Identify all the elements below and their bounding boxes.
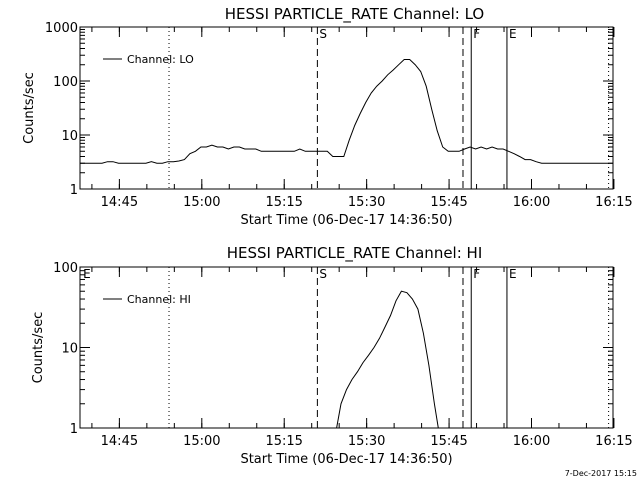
x-tick-label: 15:45 [430, 434, 467, 449]
x-tick-label: 15:00 [183, 434, 220, 449]
event-marker-label: E [509, 27, 517, 41]
x-tick-label: 16:00 [513, 195, 550, 210]
legend-label: Channel: LO [127, 53, 194, 66]
x-tick-label: 15:00 [183, 195, 220, 210]
plot-frame [79, 26, 614, 190]
x-tick-label: 15:15 [265, 434, 302, 449]
y-tick-label: 1000 [45, 21, 78, 36]
series-line [80, 59, 613, 164]
x-tick-label: 15:45 [430, 195, 467, 210]
event-marker-label: E [83, 267, 91, 281]
footer-timestamp: 7-Dec-2017 15:15 [565, 469, 637, 478]
y-axis-label: Counts/sec [31, 312, 46, 384]
x-tick-label: 14:45 [101, 195, 138, 210]
chart-title: HESSI PARTICLE_RATE Channel: LO [225, 5, 484, 24]
y-tick-label: 10 [61, 129, 78, 144]
y-tick-label: 100 [53, 261, 78, 276]
x-axis-label: Start Time (06-Dec-17 14:36:50) [240, 213, 452, 228]
x-tick-label: 15:15 [265, 195, 302, 210]
legend-label: Channel: HI [127, 293, 191, 306]
x-tick-label: 16:15 [595, 195, 632, 210]
y-tick-label: 1 [70, 183, 78, 198]
x-tick-label: 15:30 [348, 195, 385, 210]
y-tick-label: 100 [53, 75, 78, 90]
chart-panel-1: HESSI PARTICLE_RATE Channel: HI 1 10 100 14:… [31, 244, 633, 467]
x-tick-label: 14:45 [101, 434, 138, 449]
y-tick-label: 1 [70, 422, 78, 437]
event-marker-label: F [473, 267, 480, 281]
x-tick-label: 15:30 [348, 434, 385, 449]
series-line [336, 290, 439, 428]
x-tick-label: 16:15 [595, 434, 632, 449]
event-marker-label: F [473, 27, 480, 41]
event-marker-label: E [509, 267, 517, 281]
y-tick-label: 10 [61, 342, 78, 357]
x-axis-label: Start Time (06-Dec-17 14:36:50) [240, 452, 452, 467]
chart-panels: HESSI PARTICLE_RATE Channel: LO 1 10 100 100… [22, 5, 633, 467]
x-tick-label: 16:00 [513, 434, 550, 449]
y-axis-label: Counts/sec [22, 72, 37, 144]
chart-panel-0: HESSI PARTICLE_RATE Channel: LO 1 10 100 100… [22, 5, 633, 228]
event-marker-label: S [319, 27, 327, 41]
chart-title: HESSI PARTICLE_RATE Channel: HI [227, 244, 483, 263]
event-marker-label: S [319, 267, 327, 281]
